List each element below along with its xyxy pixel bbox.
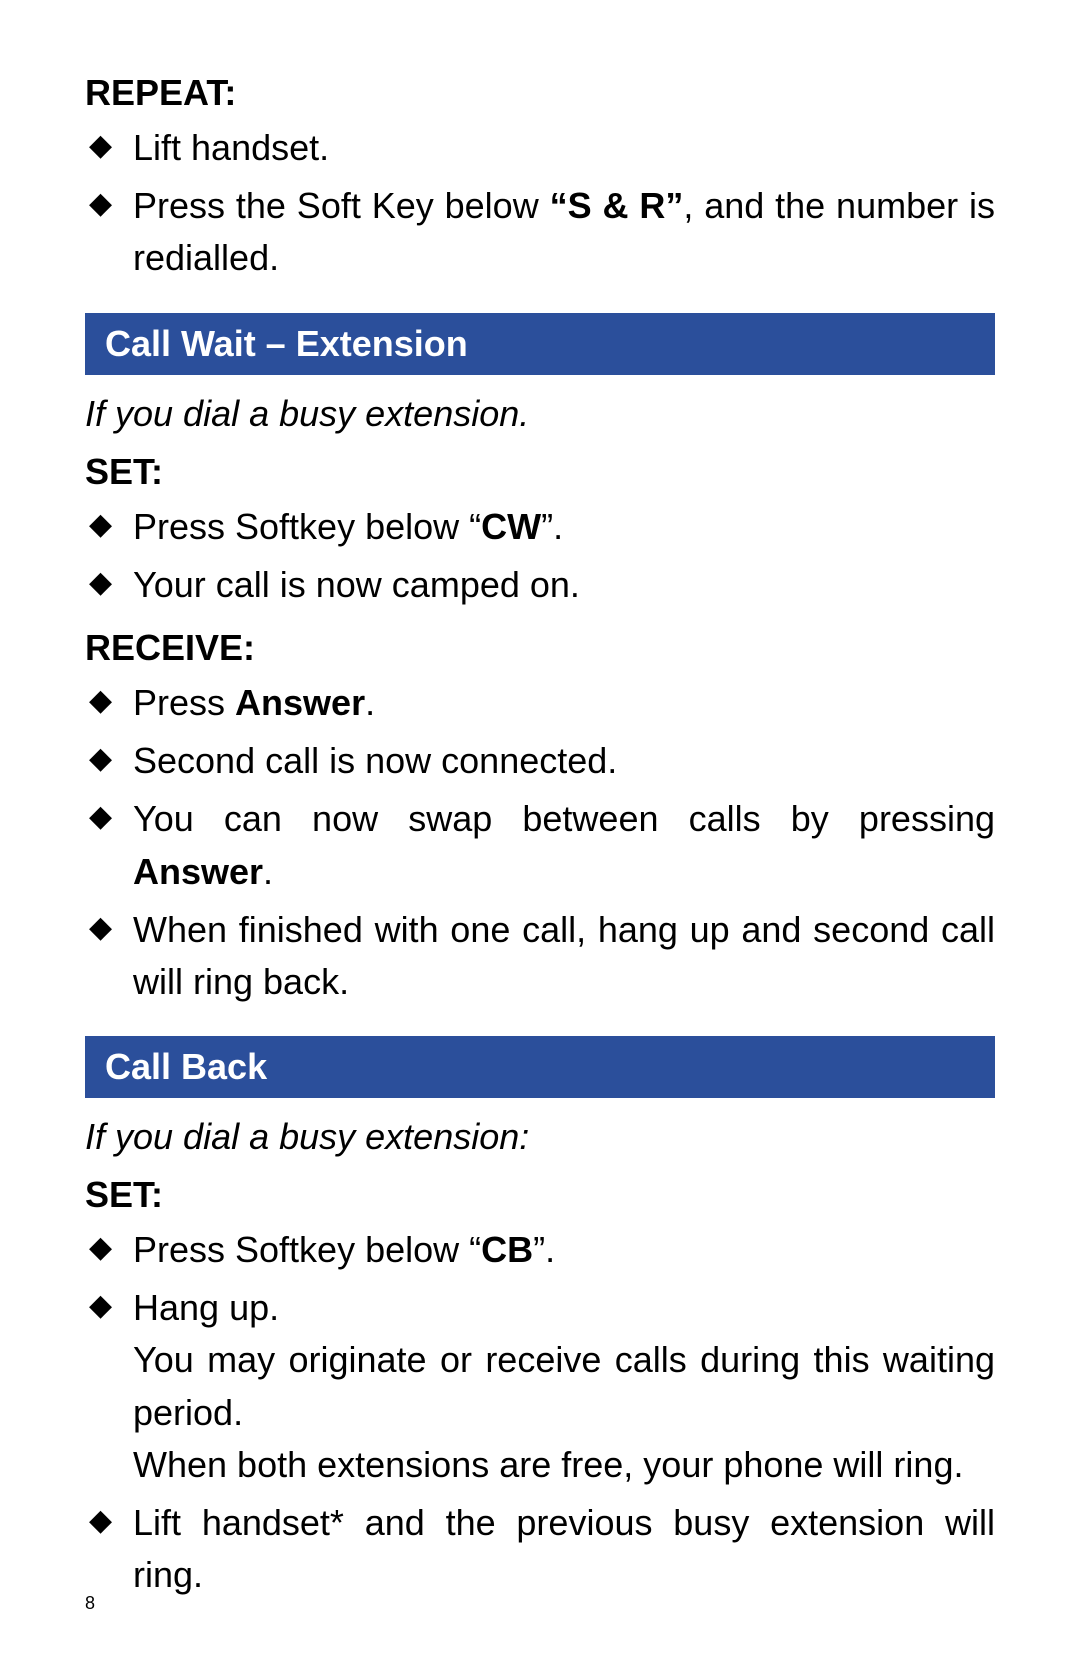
item-pre: You can now swap between calls by pressi… <box>133 798 995 839</box>
receive-list: Press Answer. Second call is now connect… <box>85 677 995 1008</box>
call-back-bar: Call Back <box>85 1036 995 1098</box>
item-text: When finished with one call, hang up and… <box>133 909 995 1002</box>
repeat-heading: REPEAT: <box>85 72 995 114</box>
receive-heading: RECEIVE: <box>85 627 995 669</box>
list-item: You can now swap between calls by pressi… <box>85 793 995 897</box>
list-item: Second call is now connected. <box>85 735 995 787</box>
item-pre: Press the Soft Key below <box>133 185 550 226</box>
call-back-intro: If you dial a busy extension: <box>85 1116 995 1158</box>
list-item: When finished with one call, hang up and… <box>85 904 995 1008</box>
list-item: Hang up. You may originate or receive ca… <box>85 1282 995 1491</box>
item-bold: Answer <box>235 682 365 723</box>
item-text: Second call is now connected. <box>133 740 617 781</box>
set-heading-1: SET: <box>85 451 995 493</box>
list-item: Lift handset. <box>85 122 995 174</box>
item-pre: Press Softkey below “ <box>133 506 481 547</box>
set-heading-2: SET: <box>85 1174 995 1216</box>
item-text: Your call is now camped on. <box>133 564 580 605</box>
item-post: . <box>365 682 375 723</box>
page-number: 8 <box>85 1593 95 1614</box>
list-item: Press Softkey below “CW”. <box>85 501 995 553</box>
page-container: REPEAT: Lift handset. Press the Soft Key… <box>0 0 1080 1654</box>
page-content: REPEAT: Lift handset. Press the Soft Key… <box>0 0 1080 1657</box>
list-item: Your call is now camped on. <box>85 559 995 611</box>
item-bold: CW <box>481 506 541 547</box>
list-item: Press Softkey below “CB”. <box>85 1224 995 1276</box>
set-list-2: Press Softkey below “CB”. Hang up. You m… <box>85 1224 995 1601</box>
item-pre: Press Softkey below “ <box>133 1229 481 1270</box>
item-text: Lift handset* and the previous busy exte… <box>133 1502 995 1595</box>
item-text: Lift handset. <box>133 127 329 168</box>
item-pre: Press <box>133 682 235 723</box>
item-post: ”. <box>533 1229 555 1270</box>
list-item: Press the Soft Key below “S & R”, and th… <box>85 180 995 284</box>
set-list-1: Press Softkey below “CW”. Your call is n… <box>85 501 995 611</box>
call-wait-intro: If you dial a busy extension. <box>85 393 995 435</box>
item-continuation: You may originate or receive calls durin… <box>133 1334 995 1438</box>
item-text: Hang up. <box>133 1287 279 1328</box>
list-item: Press Answer. <box>85 677 995 729</box>
repeat-list: Lift handset. Press the Soft Key below “… <box>85 122 995 285</box>
item-bold: “S & R” <box>550 185 684 226</box>
item-post: ”. <box>541 506 563 547</box>
item-continuation: When both extensions are free, your phon… <box>133 1439 995 1491</box>
item-bold: Answer <box>133 851 263 892</box>
item-post: . <box>263 851 273 892</box>
call-wait-bar: Call Wait – Extension <box>85 313 995 375</box>
list-item: Lift handset* and the previous busy exte… <box>85 1497 995 1601</box>
item-bold: CB <box>481 1229 533 1270</box>
